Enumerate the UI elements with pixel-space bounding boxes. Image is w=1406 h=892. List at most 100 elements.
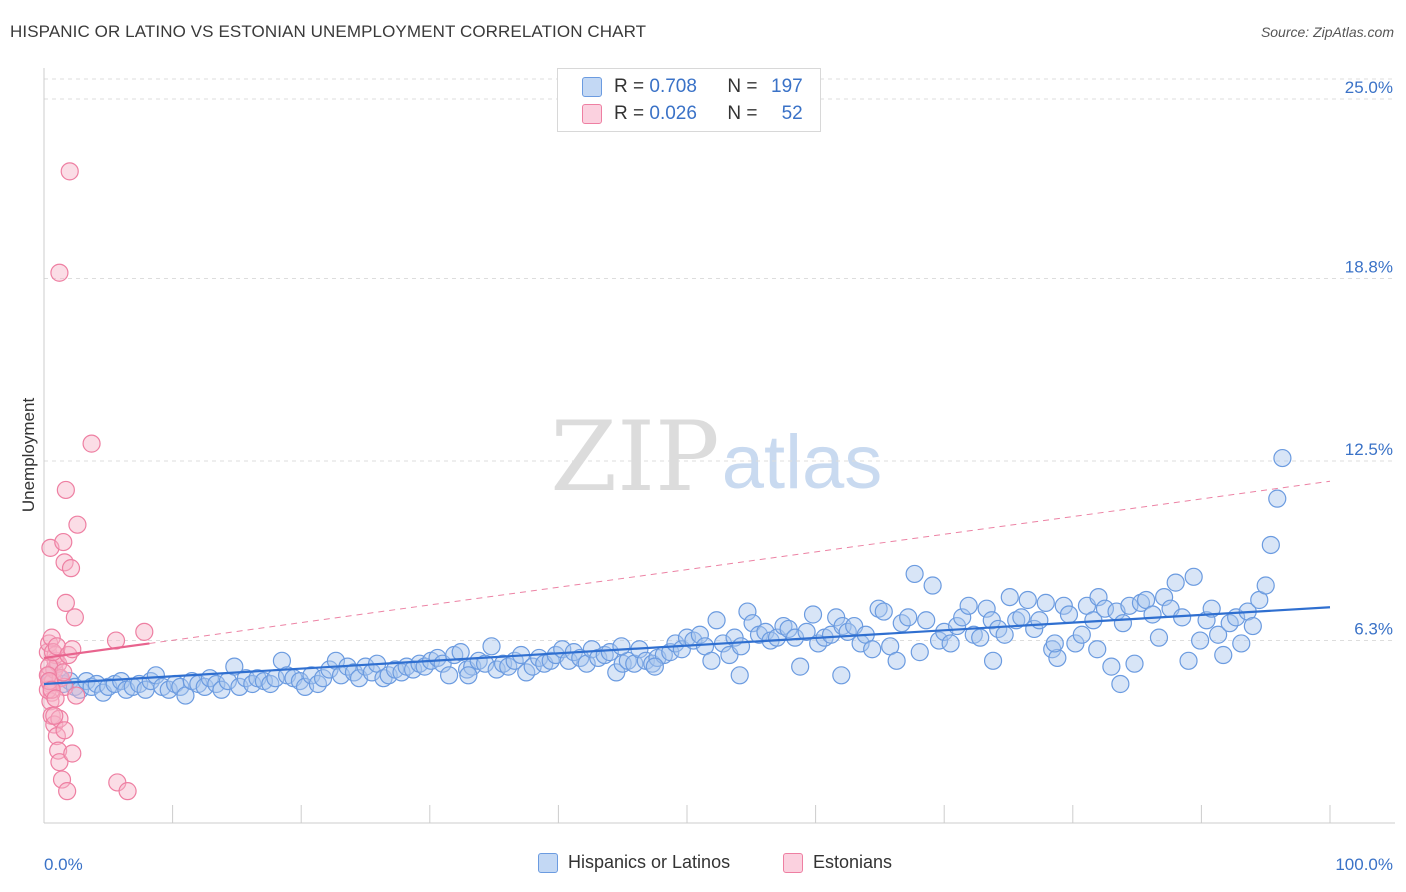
y-tick-label: 25.0% (1345, 78, 1393, 97)
point-hispanic (600, 643, 619, 662)
point-hispanic (832, 666, 851, 685)
point-estonian (55, 721, 74, 740)
point-hispanic (1273, 448, 1292, 468)
stats-legend-row-hispanic: R = 0.708 N = 197 (558, 74, 803, 100)
point-hispanic (1000, 587, 1019, 607)
x-tick-label: 100.0% (1335, 855, 1393, 874)
point-hispanic (243, 674, 262, 694)
point-estonian (49, 741, 68, 760)
point-hispanic (869, 599, 888, 618)
point-hispanic (730, 666, 749, 685)
point-estonian (118, 782, 137, 801)
point-hispanic (1102, 657, 1121, 676)
legend-label: Estonians (813, 852, 893, 872)
point-hispanic (344, 663, 364, 682)
point-hispanic (1048, 648, 1067, 668)
point-hispanic (261, 674, 280, 694)
point-hispanic (983, 651, 1003, 670)
point-hispanic (146, 666, 165, 685)
legend-item-estonians[interactable]: Estonians (783, 852, 892, 873)
stats-legend: R = 0.708 N = 197 R = 0.026 N = 52 (557, 68, 821, 132)
source-label: Source: ZipAtlas.com (1260, 24, 1394, 40)
point-hispanic (475, 654, 495, 673)
point-hispanic (308, 674, 328, 694)
point-hispanic (743, 614, 762, 633)
point-hispanic (1088, 640, 1107, 659)
point-hispanic (959, 596, 978, 615)
point-hispanic (577, 654, 596, 673)
point-hispanic (690, 625, 709, 644)
trend-lines (43, 480, 1331, 686)
stats-legend-row-estonian: R = 0.026 N = 52 (558, 101, 803, 127)
point-hispanic (439, 666, 459, 685)
point-estonian (135, 622, 154, 641)
legend-item-hispanics[interactable]: Hispanics or Latinos (538, 852, 730, 873)
point-estonian (60, 162, 79, 181)
point-hispanic (207, 674, 226, 694)
point-hispanic (899, 608, 918, 627)
point-hispanic (774, 616, 793, 636)
r-label: R = (614, 76, 650, 97)
y-axis-title: Unemployment (19, 398, 38, 513)
point-estonian (63, 744, 82, 763)
legend-swatch-blue (582, 77, 602, 97)
chart-title: HISPANIC OR LATINO VS ESTONIAN UNEMPLOYM… (10, 22, 647, 41)
point-hispanic (1214, 645, 1233, 665)
n-value: 197 (771, 76, 803, 97)
point-estonian (58, 782, 77, 801)
grid-lines (44, 78, 1395, 642)
legend-swatch-blue (538, 852, 558, 873)
point-hispanic (702, 651, 721, 670)
point-hispanic (1209, 625, 1228, 644)
legend-label: Hispanics or Latinos (568, 852, 731, 872)
point-hispanic (874, 602, 893, 621)
point-hispanic (451, 643, 470, 662)
point-hispanic (1184, 567, 1203, 586)
point-hispanic (1149, 628, 1169, 647)
point-hispanic (1095, 599, 1115, 618)
point-estonian (50, 709, 69, 728)
point-hispanic (1191, 631, 1210, 650)
point-hispanic (941, 634, 960, 653)
y-tick-label: 12.5% (1345, 440, 1393, 459)
point-hispanic (905, 564, 924, 584)
point-hispanic (1232, 634, 1251, 653)
legend-swatch-pink (783, 852, 803, 873)
point-hispanic (803, 605, 823, 624)
legend-swatch-pink (582, 104, 602, 124)
watermark-zip: ZIP (550, 401, 719, 513)
trend-line-hispanic (43, 606, 1331, 686)
point-hispanic (1045, 634, 1064, 653)
point-hispanic (225, 657, 244, 676)
point-hispanic (1007, 611, 1026, 630)
point-estonian (42, 628, 61, 647)
r-value: 0.026 (649, 103, 697, 124)
point-estonian (50, 753, 69, 772)
point-hispanic (1243, 616, 1262, 636)
point-hispanic (1256, 576, 1275, 595)
point-hispanic (707, 611, 726, 630)
point-hispanic (863, 640, 882, 659)
trend-line-estonian (43, 642, 150, 660)
point-hispanic (1125, 654, 1144, 673)
point-hispanic (392, 663, 411, 682)
point-estonian (56, 593, 75, 612)
point-estonian (41, 692, 60, 711)
point-hispanic (797, 622, 816, 641)
point-hispanic (112, 671, 131, 691)
point-hispanic (977, 599, 996, 618)
point-hispanic (1072, 625, 1091, 644)
series-legend: Hispanics or Latinos Estonians (0, 852, 1406, 878)
point-hispanic (887, 651, 906, 670)
watermark-atlas: atlas (722, 420, 883, 505)
point-hispanic (494, 654, 513, 673)
point-hispanic (410, 654, 429, 673)
point-estonian (45, 706, 64, 725)
point-hispanic (1054, 596, 1073, 615)
point-hispanic (1036, 593, 1055, 612)
point-hispanic (482, 637, 501, 656)
point-hispanic (1131, 593, 1151, 612)
point-hispanic (1179, 651, 1198, 670)
point-estonian (54, 663, 73, 682)
trend-extension-line (149, 480, 1331, 644)
